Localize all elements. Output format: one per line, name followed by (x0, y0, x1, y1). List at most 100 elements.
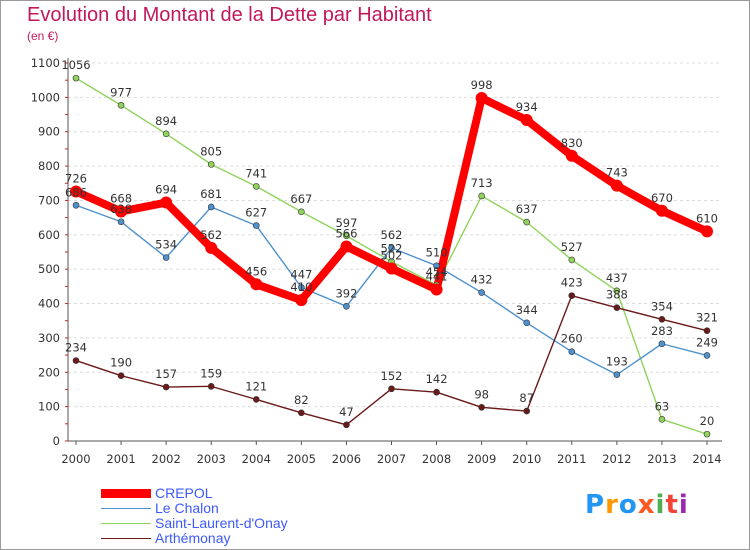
series-point (160, 196, 173, 209)
data-label: 597 (335, 216, 357, 230)
series-point (115, 205, 128, 218)
data-label: 190 (110, 356, 132, 370)
y-tick-label: 500 (38, 262, 60, 276)
x-tick-label: 2006 (332, 452, 361, 466)
proxiti-logo: Proxiti (585, 490, 689, 520)
series-point (252, 183, 260, 190)
legend-swatch-arthemonay (101, 537, 151, 540)
series-point (478, 289, 485, 296)
data-label: 502 (381, 248, 403, 262)
data-label: 562 (200, 228, 222, 242)
series-point (70, 185, 82, 198)
line-chart: 0 100 200 300 400 500 600 700 800 900 1000 1100 2000… (31, 56, 722, 466)
series-point (162, 254, 170, 261)
legend-item-arthemonay: Arthémonay (101, 531, 288, 546)
x-tick-label: 2005 (287, 452, 316, 466)
x-tick-label: 2002 (152, 452, 181, 466)
data-label: 249 (696, 335, 718, 349)
series-point (298, 409, 305, 417)
data-label: 159 (200, 366, 222, 380)
series-point (205, 241, 218, 254)
data-label: 998 (471, 78, 493, 92)
series-point (568, 348, 576, 355)
data-label: 934 (516, 100, 538, 114)
series-point (340, 240, 353, 253)
legend-label: CREPOL (155, 485, 213, 501)
data-label: 20 (700, 414, 715, 428)
data-label: 668 (110, 191, 132, 205)
data-label: 805 (200, 144, 222, 158)
series-point (703, 327, 711, 334)
data-label: 610 (696, 211, 718, 225)
logo-letter: i (678, 490, 689, 520)
data-label: 667 (290, 192, 312, 206)
data-label: 627 (245, 206, 267, 220)
series-point (117, 218, 125, 226)
data-label: 743 (606, 166, 628, 180)
series-point (252, 396, 260, 403)
series-point (613, 304, 621, 311)
series-point (72, 201, 80, 209)
series-point (343, 421, 350, 429)
series-point (568, 256, 576, 264)
series-point (655, 204, 668, 217)
data-label: 283 (651, 324, 673, 338)
data-label: 456 (245, 264, 267, 278)
y-tick-label: 900 (38, 125, 60, 139)
legend: CREPOL Le Chalon Saint-Laurent-d'Onay Ar… (101, 486, 288, 546)
data-label: 527 (561, 240, 583, 254)
x-tick-label: 2004 (242, 452, 271, 466)
legend-label: Le Chalon (155, 500, 219, 516)
data-label: 193 (606, 355, 628, 369)
legend-item-crepol: CREPOL (101, 486, 288, 501)
data-label: 830 (561, 136, 583, 150)
series-point (478, 192, 485, 200)
x-tick-label: 2008 (422, 452, 451, 466)
data-label: 344 (516, 303, 538, 317)
y-tick-label: 800 (38, 159, 60, 173)
y-tick-label: 200 (38, 365, 60, 379)
series-point (162, 130, 170, 138)
data-label: 142 (426, 372, 448, 386)
series-point (388, 385, 395, 393)
legend-swatch-le-chalon (101, 507, 151, 510)
series-point (72, 357, 80, 364)
data-label: 354 (651, 299, 673, 313)
legend-label: Arthémonay (155, 530, 231, 546)
y-tick-label: 0 (53, 434, 60, 448)
legend-label: Saint-Laurent-d'Onay (155, 515, 288, 531)
y-tick-label: 1100 (31, 56, 60, 70)
series-point (252, 222, 260, 229)
x-tick-label: 2007 (377, 452, 406, 466)
series-point (343, 232, 350, 240)
series-point (520, 114, 533, 127)
series-point (117, 372, 125, 380)
data-label: 694 (155, 183, 177, 197)
data-label: 441 (426, 269, 448, 283)
series-point (72, 74, 80, 82)
series-point (430, 283, 443, 296)
data-label: 534 (155, 237, 177, 251)
legend-swatch-crepol (101, 489, 151, 498)
series-point (523, 218, 531, 226)
data-label: 1056 (61, 58, 90, 72)
data-label: 670 (651, 191, 673, 205)
series-point (117, 101, 125, 109)
data-label: 637 (516, 202, 538, 216)
data-label: 157 (155, 367, 177, 381)
data-label: 423 (561, 276, 583, 290)
x-tick-label: 2012 (602, 452, 631, 466)
series-point (433, 388, 440, 396)
data-label: 454 (426, 265, 448, 279)
x-tick-label: 2003 (197, 452, 226, 466)
data-label: 437 (606, 271, 628, 285)
series-point (250, 278, 263, 291)
legend-item-le-chalon: Le Chalon (101, 501, 288, 516)
y-tick-label: 300 (38, 331, 60, 345)
y-tick-label: 700 (38, 193, 60, 207)
series-point (298, 208, 305, 216)
data-label: 894 (155, 114, 177, 128)
series-point (658, 316, 666, 323)
logo-letter: o (618, 490, 638, 520)
series-point (703, 430, 711, 438)
